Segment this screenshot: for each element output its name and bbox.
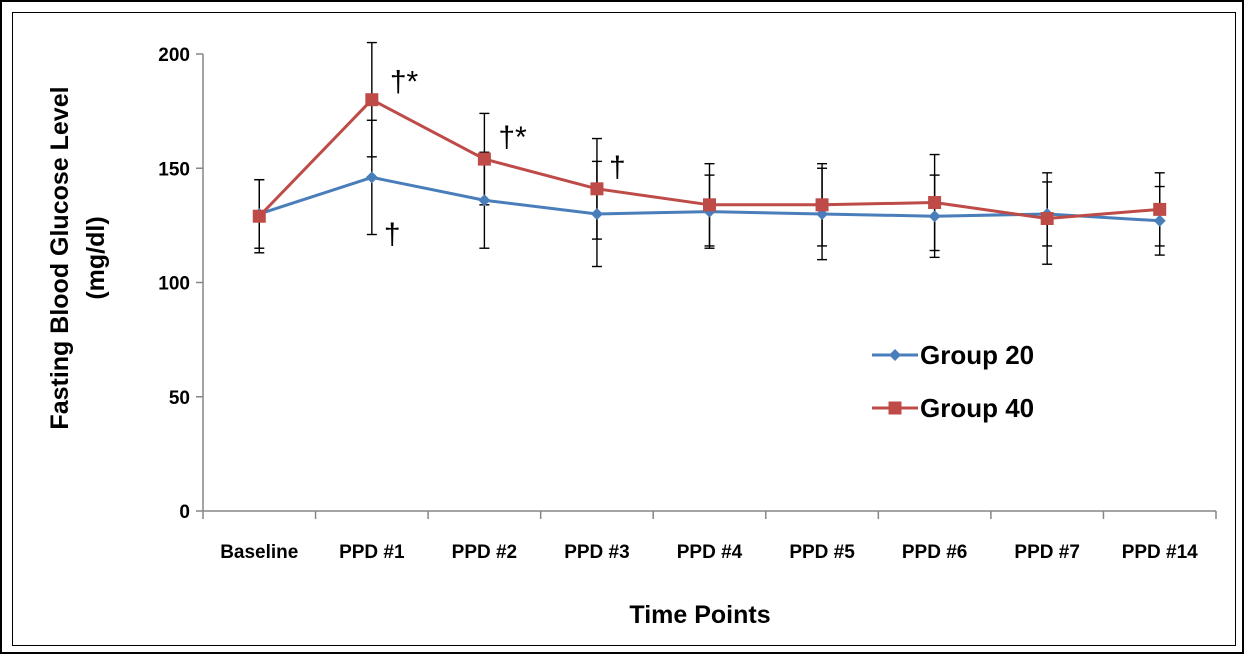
- chart-inner-frame: [12, 12, 1236, 646]
- x-tick-label: PPD #7: [1014, 542, 1079, 563]
- x-tick-label: PPD #4: [677, 542, 743, 563]
- data-point-group-20: [590, 207, 603, 220]
- data-point-group-40: [1153, 202, 1167, 216]
- data-point-group-20: [928, 210, 941, 223]
- significance-mark: †: [384, 218, 401, 251]
- axes: [202, 54, 1216, 512]
- data-point-group-20: [478, 194, 491, 207]
- significance-mark: †: [609, 151, 626, 184]
- legend-entry-group-40: Group 40: [872, 393, 1034, 423]
- data-point-group-40: [252, 209, 266, 223]
- data-point-group-40: [365, 93, 379, 107]
- data-point-group-40: [815, 198, 829, 212]
- legend: Group 20 Group 40: [872, 340, 1034, 423]
- legend-label: Group 20: [920, 340, 1034, 370]
- x-tick-label: PPD #1: [339, 542, 405, 563]
- x-tick-label: Baseline: [220, 542, 298, 563]
- x-tick-label: PPD #6: [902, 542, 967, 563]
- data-point-group-40: [1040, 212, 1054, 226]
- significance-mark: †*: [498, 121, 527, 154]
- data-point-group-40: [590, 182, 604, 196]
- y-tick-label: 200: [158, 45, 190, 66]
- data-point-group-40: [928, 196, 942, 210]
- significance-mark: †*: [390, 66, 419, 99]
- x-tick-label: PPD #14: [1122, 542, 1198, 563]
- y-axis-title-line-1: Fasting Blood Glucose Level: [46, 86, 74, 429]
- x-tick-label: PPD #3: [564, 542, 629, 563]
- y-tick-label: 0: [179, 502, 190, 523]
- x-tick-label: PPD #2: [452, 542, 517, 563]
- y-tick-label: 150: [158, 159, 190, 180]
- x-tick-label: PPD #5: [789, 542, 855, 563]
- y-tick-label: 100: [158, 274, 190, 295]
- y-tick-label: 50: [169, 388, 190, 409]
- legend-label: Group 40: [920, 393, 1034, 423]
- legend-marker: [888, 401, 902, 415]
- y-axis-title-line-2: (mg/dl): [82, 216, 110, 299]
- legend-entry-group-20: Group 20: [872, 340, 1034, 370]
- significance-annotations: †* †* † †: [384, 66, 626, 251]
- y-axis-ticks: 0 50 100 150 200: [158, 45, 203, 523]
- data-point-group-20: [365, 171, 378, 184]
- legend-marker: [889, 349, 901, 361]
- data-point-group-40: [703, 198, 716, 212]
- series-lines: [252, 93, 1167, 227]
- x-axis-title: Time Points: [629, 601, 770, 629]
- data-point-group-40: [477, 152, 491, 166]
- data-point-group-20: [1153, 214, 1166, 227]
- x-axis-ticks: Baseline PPD #1 PPD #2 PPD #3 PPD #4 PPD #5 PP…: [202, 511, 1217, 563]
